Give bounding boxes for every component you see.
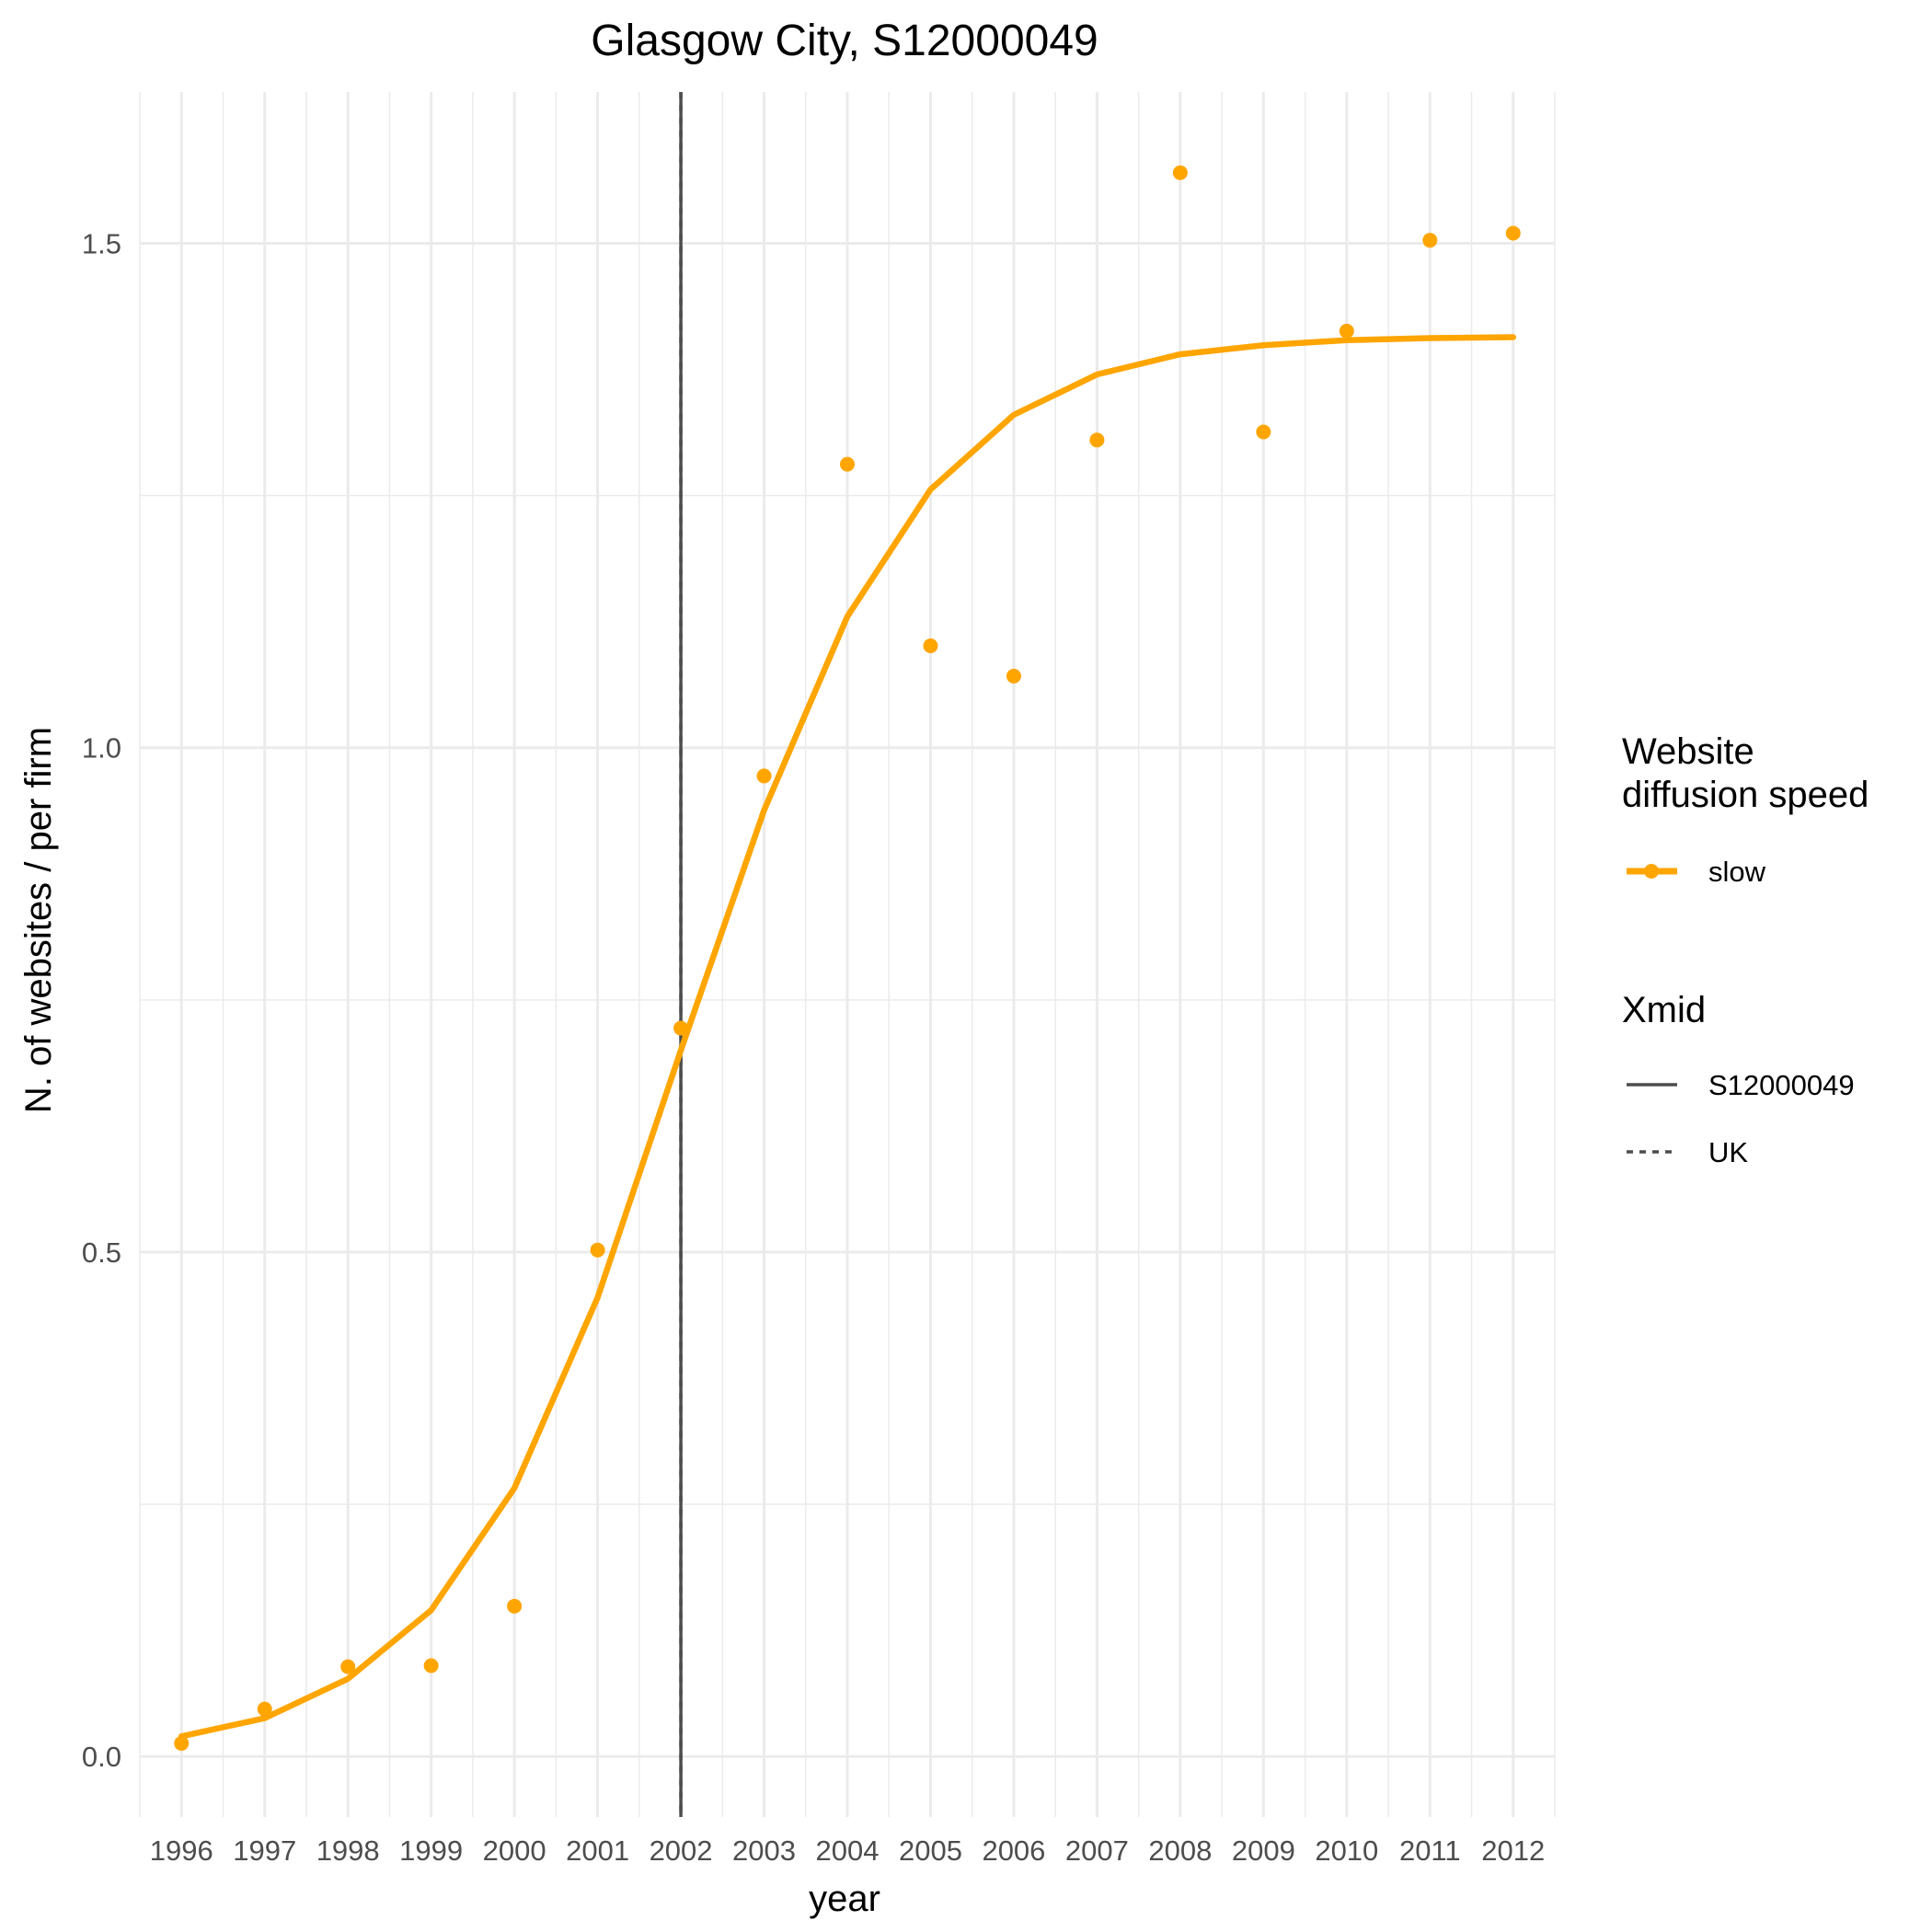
y-tick-label: 0.0 <box>82 1741 121 1773</box>
x-tick-label: 2001 <box>566 1834 629 1867</box>
x-tick-label: 1996 <box>150 1834 213 1867</box>
x-tick-label: 1999 <box>399 1834 463 1867</box>
legend-key-slow-point <box>1644 864 1659 879</box>
data-point-2002 <box>673 1020 689 1036</box>
x-axis-ticks: 1996 1997 1998 1999 2000 2001 2002 2003 2004 2005… <box>150 1834 1545 1867</box>
x-tick-label: 2012 <box>1481 1834 1545 1867</box>
data-point-1998 <box>340 1659 356 1674</box>
legend-title-line-2: diffusion speed <box>1622 775 1869 815</box>
x-tick-label: 2004 <box>816 1834 880 1867</box>
legend-label-uk: UK <box>1708 1136 1748 1168</box>
chart-title: Glasgow City, S12000049 <box>591 17 1098 65</box>
x-tick-label: 2002 <box>650 1834 713 1867</box>
legend-label-slow: slow <box>1708 856 1766 888</box>
data-point-2000 <box>507 1598 523 1614</box>
grid <box>139 92 1556 1817</box>
data-point-2001 <box>590 1242 605 1258</box>
legend: Website diffusion speed slow Xmid S12000… <box>1622 731 1869 1168</box>
x-tick-label: 2006 <box>982 1834 1045 1867</box>
x-tick-label: 1997 <box>233 1834 296 1867</box>
x-tick-label: 2000 <box>483 1834 546 1867</box>
data-point-2007 <box>1089 432 1105 448</box>
x-tick-label: 2010 <box>1315 1834 1378 1867</box>
y-axis-title: N. of websites / per firm <box>18 727 59 1113</box>
data-point-2004 <box>840 456 855 472</box>
data-point-2009 <box>1256 424 1271 440</box>
y-tick-label: 0.5 <box>82 1236 121 1269</box>
series-line-slow <box>178 334 1517 1740</box>
legend-title-xmid: Xmid <box>1622 990 1706 1030</box>
data-point-2005 <box>923 638 938 653</box>
data-point-2006 <box>1006 668 1021 684</box>
data-point-2008 <box>1172 165 1188 180</box>
x-tick-label: 2007 <box>1065 1834 1129 1867</box>
data-point-2012 <box>1505 225 1521 241</box>
x-tick-label: 1998 <box>316 1834 380 1867</box>
series <box>174 165 1521 1751</box>
x-tick-label: 2009 <box>1232 1834 1295 1867</box>
data-point-1997 <box>257 1701 272 1717</box>
y-tick-label: 1.0 <box>82 732 121 765</box>
data-point-2010 <box>1339 323 1354 339</box>
x-tick-label: 2003 <box>732 1834 796 1867</box>
data-point-2003 <box>756 768 772 784</box>
legend-title-line-1: Website <box>1622 731 1754 772</box>
y-tick-label: 1.5 <box>82 227 121 259</box>
data-point-1999 <box>423 1658 439 1673</box>
x-tick-label: 2011 <box>1399 1834 1461 1867</box>
data-point-1996 <box>174 1735 190 1751</box>
legend-group-xmid: Xmid S12000049 UK <box>1622 990 1855 1168</box>
legend-label-s12000049: S12000049 <box>1708 1069 1855 1101</box>
y-axis-ticks: 0.0 0.5 1.0 1.5 <box>82 227 121 1773</box>
legend-group-speed: Website diffusion speed slow <box>1622 731 1869 888</box>
x-tick-label: 2008 <box>1148 1834 1212 1867</box>
data-point-2011 <box>1422 233 1438 248</box>
x-axis-title: year <box>809 1879 880 1919</box>
x-tick-label: 2005 <box>899 1834 962 1867</box>
